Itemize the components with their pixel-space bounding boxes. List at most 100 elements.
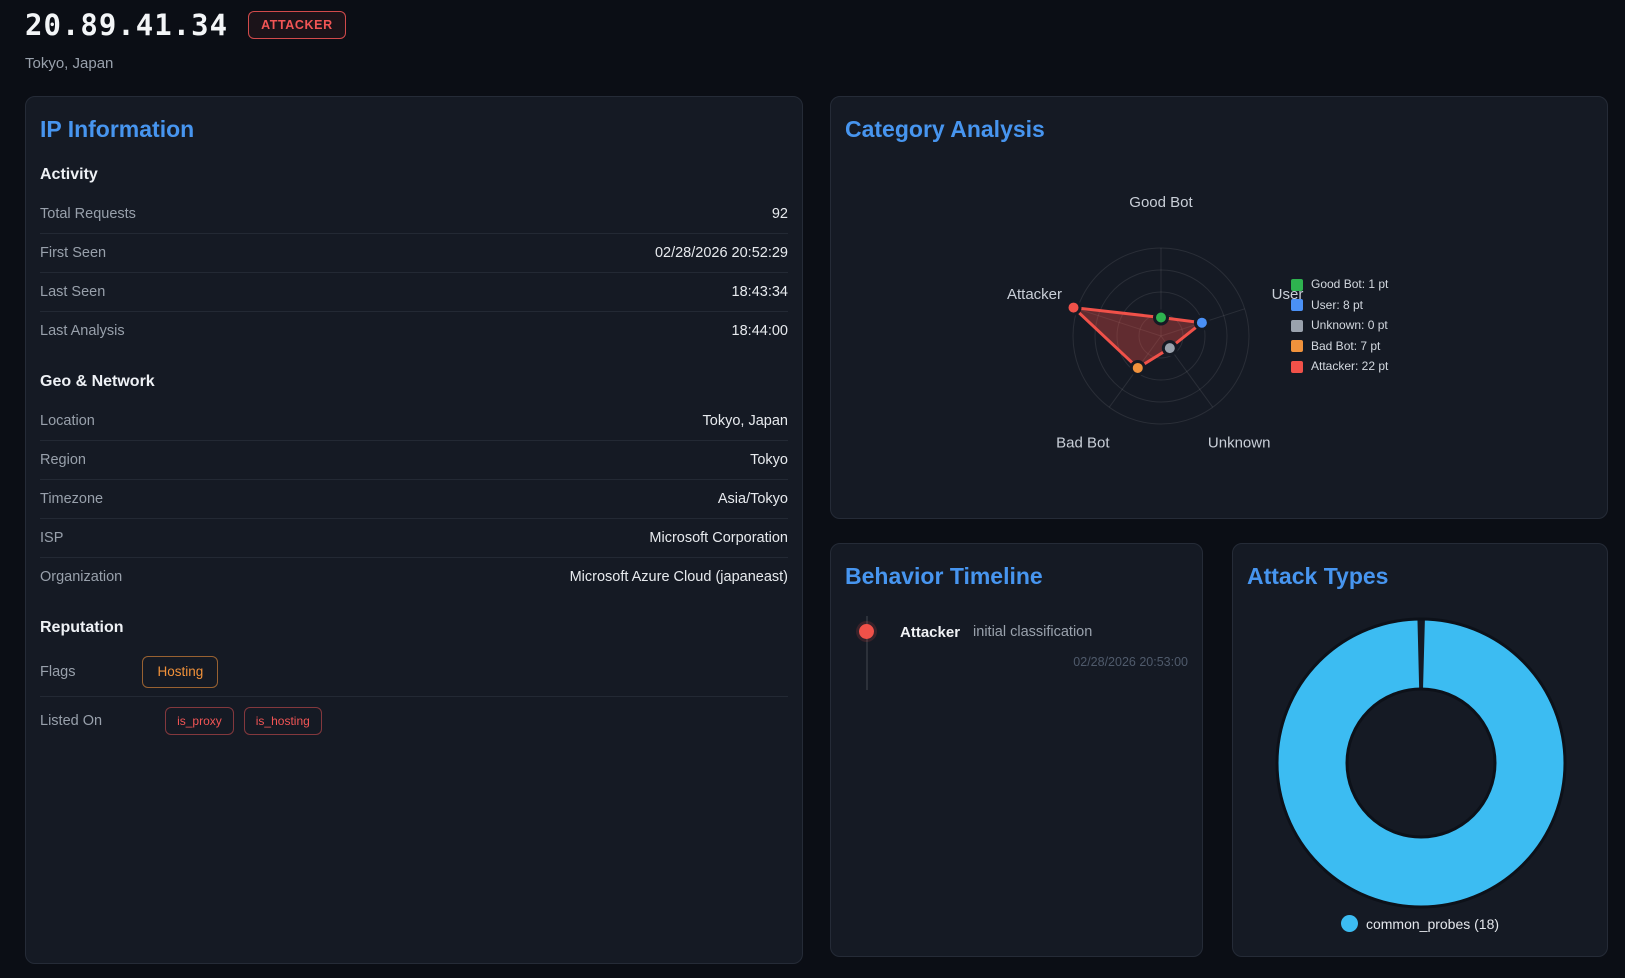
radar-legend: Good Bot: 1 pt User: 8 pt Unknown: 0 pt Bad…: [1291, 278, 1388, 373]
radar-grid-ring: [1116, 291, 1206, 381]
flag-badge: Hosting: [142, 656, 219, 688]
section-rows: Flags Hosting Listed On is_proxy is_hosting: [40, 648, 788, 745]
legend-item[interactable]: Unknown: 0 pt: [1291, 319, 1388, 332]
header-location: Tokyo, Japan: [25, 55, 114, 72]
legend-swatch: [1291, 319, 1303, 332]
flag-badge: is_hosting: [243, 707, 322, 735]
ip-information-panel: IP Information Activity Total Requests 92 F…: [25, 96, 803, 964]
legend-label: User: 8 pt: [1311, 297, 1364, 312]
event-timestamp: 02/28/2026 20:53:00: [1073, 655, 1188, 669]
info-row-label: Last Analysis: [40, 323, 125, 339]
info-row: Timezone Asia/Tokyo: [40, 480, 788, 519]
legend-label: Unknown: 0 pt: [1311, 318, 1388, 332]
section-rows: Total Requests 92 First Seen 02/28/2026 20:…: [40, 195, 788, 350]
radar-grid-ring: [1072, 247, 1250, 425]
ip-information-sections: Activity Total Requests 92 First Seen 02/28/…: [40, 165, 788, 745]
info-row: Organization Microsoft Azure Cloud (japan…: [40, 558, 788, 596]
info-row: Region Tokyo: [40, 441, 788, 480]
radar-data-point: [1065, 299, 1082, 316]
info-row-label: Listed On: [40, 713, 103, 729]
info-row: First Seen 02/28/2026 20:52:29: [40, 234, 788, 273]
donut-legend: common_probes (18): [1233, 915, 1607, 932]
donut-svg: [1275, 617, 1567, 909]
info-row-label: Total Requests: [40, 206, 136, 222]
radar-axis-line: [1077, 308, 1162, 337]
info-row-label: Timezone: [40, 491, 104, 507]
info-row-value: 18:43:34: [731, 284, 788, 300]
radar-data-polygon: [1072, 306, 1204, 370]
radar-data-point: [1193, 314, 1210, 331]
info-row: Location Tokyo, Japan: [40, 402, 788, 441]
info-row-value: 02/28/2026 20:52:29: [654, 245, 788, 261]
behavior-timeline-panel: Behavior Timeline Attacker initial classi…: [830, 543, 1203, 957]
info-row: Listed On is_proxy is_hosting: [40, 697, 788, 745]
info-row-value: Microsoft Corporation: [649, 530, 788, 546]
legend-label: Attacker: 22 pt: [1311, 359, 1389, 373]
info-row: Total Requests 92: [40, 195, 788, 234]
info-row: Last Seen 18:43:34: [40, 273, 788, 312]
section-heading: Activity: [40, 166, 98, 183]
section-heading: Reputation: [40, 619, 124, 636]
legend-label: Bad Bot: 7 pt: [1311, 338, 1381, 353]
behavior-timeline-title: Behavior Timeline: [845, 563, 1043, 589]
info-row-label: Last Seen: [40, 284, 106, 300]
info-row-label: Flags: [40, 664, 76, 680]
info-row-label: Organization: [40, 569, 123, 585]
radar-axis-label: Attacker: [1007, 286, 1062, 303]
info-row-label: ISP: [40, 530, 64, 546]
event-dot-icon: [859, 624, 874, 639]
radar-axis-label: Bad Bot: [1056, 435, 1110, 452]
legend-item[interactable]: Bad Bot: 7 pt: [1291, 338, 1388, 353]
info-row: Last Analysis 18:44:00: [40, 312, 788, 350]
donut-legend-swatch: [1340, 915, 1358, 932]
info-row-badges: Hosting: [142, 656, 219, 688]
timeline-event-row: Attacker initial classification: [845, 622, 1188, 642]
info-row-value: Asia/Tokyo: [717, 491, 788, 507]
radar-axis-label: Good Bot: [1129, 194, 1193, 211]
donut-segment: [1277, 619, 1565, 907]
legend-swatch: [1291, 278, 1303, 291]
section-rows: Location Tokyo, Japan Region Tokyo Timezone A…: [40, 402, 788, 596]
timeline-event: Attacker initial classification 02/28/2026…: [845, 616, 1188, 690]
info-row-label: Region: [40, 452, 86, 468]
legend-item[interactable]: Attacker: 22 pt: [1291, 360, 1388, 373]
page-title-ip-address: 20.89.41.34 ATTACKER: [25, 8, 346, 42]
info-row: Flags Hosting: [40, 648, 788, 697]
donut-legend-label: common_probes (18): [1365, 915, 1500, 932]
donut-inner-border: [1345, 687, 1497, 839]
category-analysis-panel: Category Analysis Good Bot User Unknown Bad…: [830, 96, 1608, 519]
info-row-label: Location: [40, 413, 95, 429]
timeline-events: Attacker initial classification 02/28/2026…: [845, 616, 1188, 690]
legend-item[interactable]: User: 8 pt: [1291, 297, 1388, 312]
donut-legend-item[interactable]: common_probes (18): [1340, 915, 1500, 932]
attack-types-title: Attack Types: [1247, 563, 1389, 589]
info-row-badges: is_proxy is_hosting: [165, 707, 322, 735]
radar-grid-ring: [1094, 269, 1228, 403]
radar-data-point: [1129, 359, 1146, 376]
legend-label: Good Bot: 1 pt: [1311, 277, 1389, 291]
event-category: Attacker: [900, 623, 961, 641]
ip-information-title: IP Information: [40, 116, 195, 142]
flag-badge: is_proxy: [165, 707, 234, 735]
info-row-value: Microsoft Azure Cloud (japaneast): [569, 569, 788, 585]
attacker-status-badge: ATTACKER: [248, 11, 346, 39]
section-heading: Geo & Network: [40, 373, 155, 390]
info-row-value: 92: [771, 206, 788, 222]
radar-axis-label: Unknown: [1208, 435, 1271, 452]
timeline-line: [866, 616, 868, 690]
event-description: initial classification: [973, 624, 1093, 640]
info-row-label: First Seen: [40, 245, 107, 261]
attack-types-panel: Attack Types common_probes (18): [1232, 543, 1608, 957]
category-analysis-title: Category Analysis: [845, 116, 1045, 142]
info-row-value: Tokyo, Japan: [702, 413, 788, 429]
legend-item[interactable]: Good Bot: 1 pt: [1291, 278, 1388, 291]
ip-address-text: 20.89.41.34: [25, 8, 229, 42]
legend-swatch: [1291, 360, 1303, 373]
info-row: ISP Microsoft Corporation: [40, 519, 788, 558]
radar-data-point: [1161, 340, 1178, 357]
legend-swatch: [1291, 340, 1303, 352]
info-row-value: 18:44:00: [731, 323, 788, 339]
info-row-value: Tokyo: [750, 452, 788, 468]
